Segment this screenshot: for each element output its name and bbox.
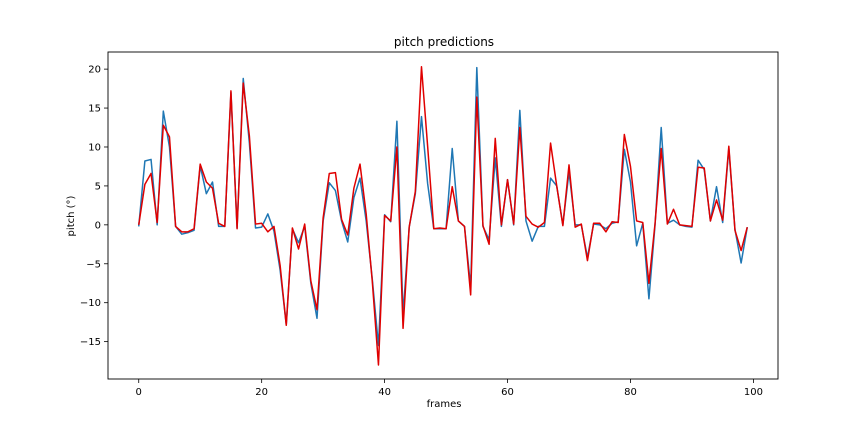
x-tick-label: 40 bbox=[378, 387, 391, 398]
x-tick-label: 80 bbox=[624, 387, 637, 398]
y-tick-label: −5 bbox=[86, 259, 101, 270]
x-tick-label: 60 bbox=[501, 387, 514, 398]
y-tick-label: 10 bbox=[88, 142, 101, 153]
y-axis-ticks: −15 −10 −5 0 5 10 15 20 bbox=[80, 65, 108, 348]
y-axis-label: pitch (°) bbox=[66, 195, 77, 236]
x-tick-label: 20 bbox=[255, 387, 268, 398]
x-tick-label: 100 bbox=[744, 387, 763, 398]
plot-area: 0 20 40 60 80 100 −15 −10 −5 0 5 10 15 20 bbox=[80, 51, 779, 398]
series-line-2 bbox=[137, 66, 748, 366]
y-tick-label: −15 bbox=[80, 337, 101, 348]
y-tick-label: 15 bbox=[88, 104, 101, 115]
y-tick-label: −10 bbox=[80, 298, 101, 309]
x-axis-label: frames bbox=[427, 399, 462, 410]
y-tick-label: 5 bbox=[95, 181, 101, 192]
y-tick-label: 0 bbox=[95, 220, 101, 231]
y-tick-label: 20 bbox=[88, 65, 101, 76]
x-axis-ticks: 0 20 40 60 80 100 bbox=[136, 379, 763, 398]
x-tick-label: 0 bbox=[136, 387, 142, 398]
series-lines bbox=[137, 66, 749, 366]
axes-frame bbox=[107, 51, 779, 380]
chart-title: pitch predictions bbox=[394, 35, 494, 49]
